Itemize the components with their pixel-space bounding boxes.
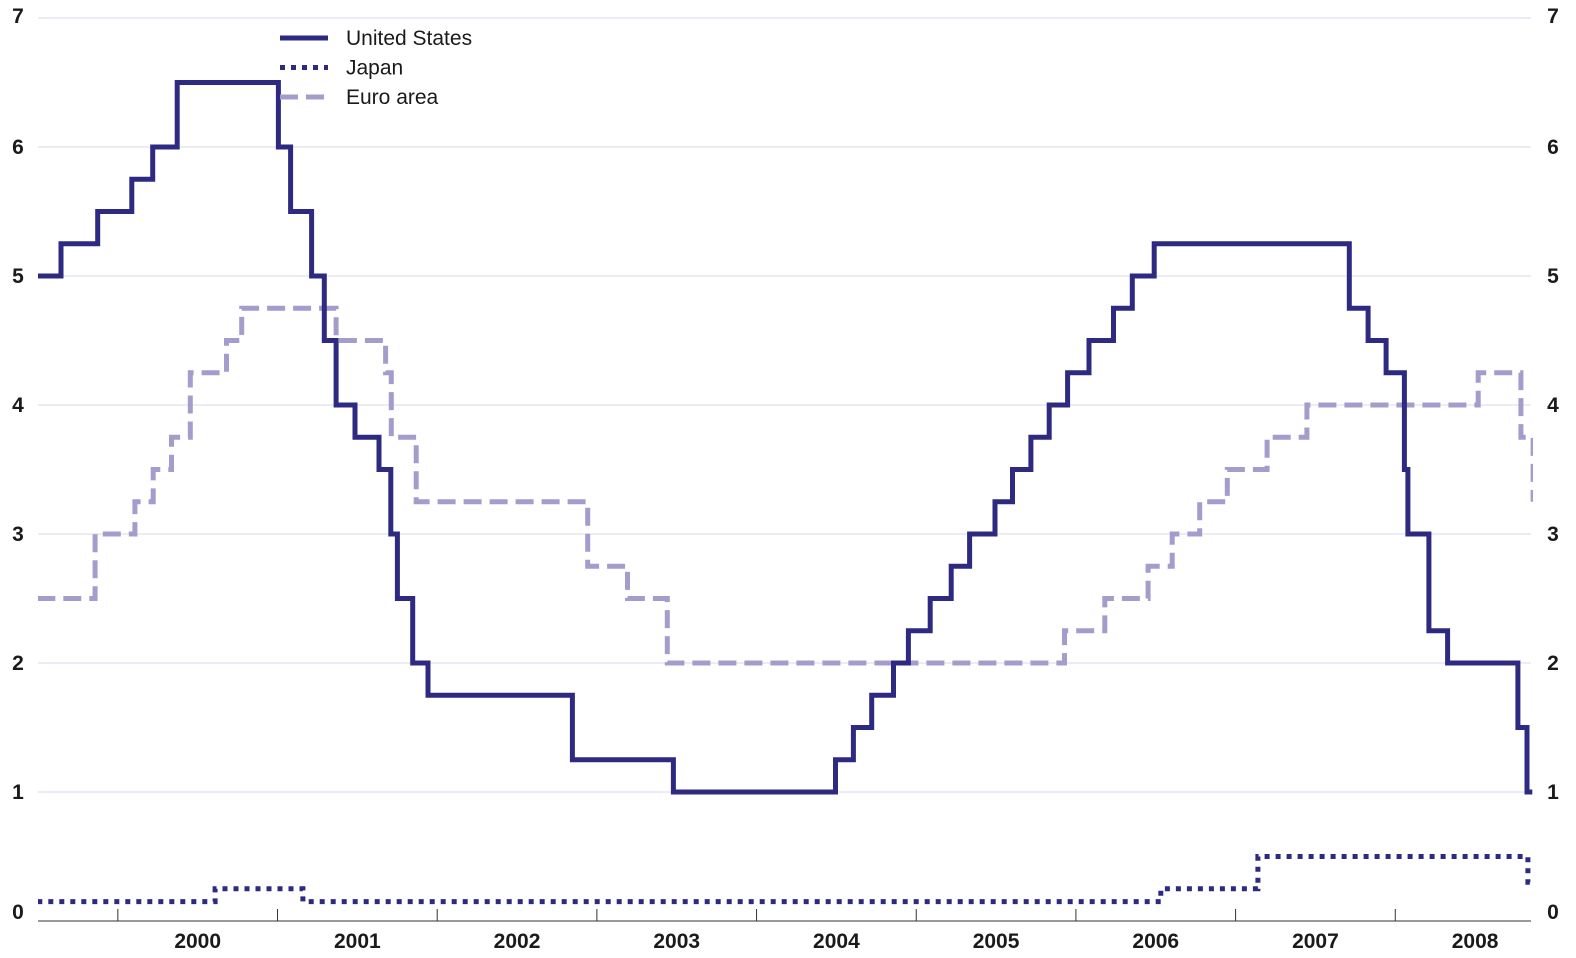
series-line-japan — [38, 854, 1533, 905]
x-tick-label: 2004 — [813, 930, 860, 953]
y-tick-label-right: 6 — [1547, 136, 1559, 159]
x-tick-label: 2002 — [494, 930, 541, 953]
y-tick-label-left: 0 — [12, 901, 24, 924]
y-axis-left: 0 1 2 3 4 5 6 7 — [12, 5, 24, 924]
y-tick-label-left: 4 — [12, 394, 24, 417]
y-tick-label-right: 3 — [1547, 523, 1559, 546]
y-tick-label-left: 7 — [12, 5, 24, 28]
legend-label-japan: Japan — [346, 57, 403, 80]
legend-label-euro-area: Euro area — [346, 86, 439, 109]
x-tick-label: 2007 — [1292, 930, 1339, 953]
series-line-united-states — [38, 80, 1533, 795]
y-tick-label-right: 1 — [1547, 781, 1559, 804]
y-tick-label-left: 6 — [12, 136, 24, 159]
series-line-euro-area — [38, 305, 1533, 666]
y-tick-label-left: 1 — [12, 781, 24, 804]
x-tick-label: 2001 — [334, 930, 381, 953]
legend: United States Japan Euro area — [280, 27, 472, 109]
y-tick-label-left: 2 — [12, 652, 24, 675]
x-axis: 2000 2001 2002 2003 2004 2005 2006 2007 2008 — [38, 909, 1531, 953]
x-tick-label: 2008 — [1452, 930, 1499, 953]
x-tick-label: 2000 — [174, 930, 221, 953]
y-tick-label-right: 4 — [1547, 394, 1559, 417]
y-tick-label-left: 5 — [12, 265, 24, 288]
y-tick-label-right: 2 — [1547, 652, 1559, 675]
y-tick-label-right: 0 — [1547, 901, 1559, 924]
y-tick-label-left: 3 — [12, 523, 24, 546]
legend-label-united-states: United States — [346, 27, 472, 50]
y-tick-label-right: 5 — [1547, 265, 1559, 288]
x-tick-label: 2005 — [973, 930, 1020, 953]
series-lines — [38, 80, 1533, 905]
x-tick-label: 2003 — [653, 930, 700, 953]
y-tick-label-right: 7 — [1547, 5, 1559, 28]
y-axis-right: 0 1 2 3 4 5 6 7 — [1547, 5, 1559, 924]
x-tick-label: 2006 — [1132, 930, 1179, 953]
